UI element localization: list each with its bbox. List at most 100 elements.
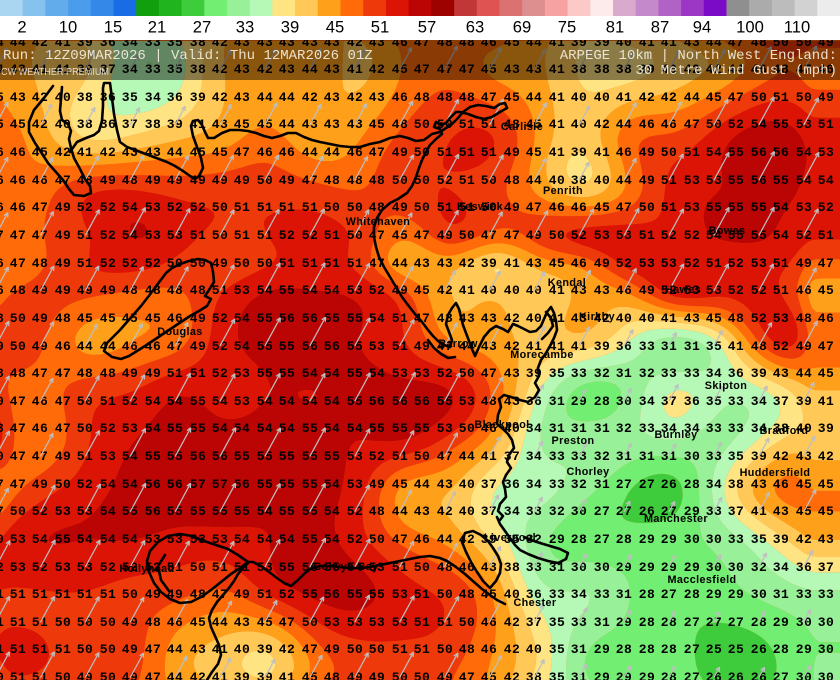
svg-text:27: 27 [728,615,745,630]
svg-text:54: 54 [100,504,117,519]
svg-text:41: 41 [279,670,296,680]
svg-text:31: 31 [594,477,611,492]
svg-text:33: 33 [526,560,543,575]
svg-text:49: 49 [32,477,49,492]
svg-text:55: 55 [302,421,319,436]
svg-text:56: 56 [302,339,319,354]
svg-text:49: 49 [122,670,139,680]
svg-text:49: 49 [100,283,117,298]
svg-text:55: 55 [347,394,364,409]
svg-text:54: 54 [279,394,296,409]
svg-text:53: 53 [10,532,27,547]
svg-text:47: 47 [32,200,49,215]
svg-text:42: 42 [504,642,521,657]
svg-text:48: 48 [324,670,341,680]
svg-text:50: 50 [392,173,409,188]
svg-text:54: 54 [302,366,319,381]
svg-text:49: 49 [55,200,72,215]
svg-text:47: 47 [414,228,431,243]
svg-text:42: 42 [347,90,364,105]
svg-text:Penrith: Penrith [543,185,583,197]
svg-text:33: 33 [818,587,835,602]
svg-text:54: 54 [324,394,341,409]
svg-text:54: 54 [32,532,49,547]
svg-text:55: 55 [190,421,207,436]
svg-text:27: 27 [594,532,611,547]
svg-text:35: 35 [706,339,723,354]
svg-text:47: 47 [10,421,27,436]
svg-text:53: 53 [100,449,117,464]
svg-text:50: 50 [639,200,656,215]
svg-text:42: 42 [796,532,813,547]
svg-text:41: 41 [616,90,633,105]
svg-text:34: 34 [526,449,543,464]
svg-text:45: 45 [818,283,835,298]
svg-text:47: 47 [55,366,72,381]
svg-text:46: 46 [10,200,27,215]
svg-text:52: 52 [571,228,588,243]
svg-text:45: 45 [0,117,4,132]
svg-text:49: 49 [639,173,656,188]
svg-text:40: 40 [481,283,498,298]
svg-text:42: 42 [818,449,835,464]
svg-text:55: 55 [257,366,274,381]
svg-text:36: 36 [684,394,701,409]
svg-text:47: 47 [55,394,72,409]
svg-text:45: 45 [145,311,162,326]
svg-text:55: 55 [347,366,364,381]
svg-text:44: 44 [167,642,184,657]
svg-text:33: 33 [594,587,611,602]
svg-text:41: 41 [481,449,498,464]
svg-text:29: 29 [616,670,633,680]
svg-text:47: 47 [10,449,27,464]
svg-text:54: 54 [324,366,341,381]
svg-text:43: 43 [773,504,790,519]
svg-text:52: 52 [212,339,229,354]
svg-text:31: 31 [639,449,656,464]
svg-text:37: 37 [661,394,678,409]
svg-text:56: 56 [392,394,409,409]
svg-text:55: 55 [728,200,745,215]
svg-text:32: 32 [639,366,656,381]
svg-text:51: 51 [32,615,49,630]
svg-text:53: 53 [414,366,431,381]
svg-text:44: 44 [279,117,296,132]
svg-text:46: 46 [167,615,184,630]
svg-text:ARPEGE 10km | North West Engla: ARPEGE 10km | North West England: [560,48,837,64]
svg-text:51: 51 [55,587,72,602]
svg-text:55: 55 [773,173,790,188]
svg-text:48: 48 [369,504,386,519]
svg-text:43: 43 [526,256,543,271]
svg-text:55: 55 [773,117,790,132]
svg-text:Bradford: Bradford [760,425,809,437]
svg-text:49: 49 [392,145,409,160]
svg-text:43: 43 [324,90,341,105]
svg-text:43: 43 [414,504,431,519]
svg-text:44: 44 [167,145,184,160]
svg-text:48: 48 [347,173,364,188]
svg-text:46: 46 [773,477,790,492]
svg-text:49: 49 [526,228,543,243]
svg-text:50: 50 [212,228,229,243]
svg-text:30 Metre Wind Gust (mph): 30 Metre Wind Gust (mph) [635,63,837,79]
svg-text:47: 47 [392,532,409,547]
svg-text:51: 51 [77,449,94,464]
svg-text:31: 31 [549,421,566,436]
svg-text:46: 46 [10,173,27,188]
svg-text:53: 53 [324,615,341,630]
svg-text:29: 29 [639,670,656,680]
svg-text:50: 50 [100,642,117,657]
svg-text:51: 51 [414,615,431,630]
svg-text:53: 53 [167,228,184,243]
svg-text:49: 49 [55,283,72,298]
svg-text:46: 46 [571,200,588,215]
svg-text:32: 32 [571,477,588,492]
svg-text:31: 31 [661,339,678,354]
svg-text:29: 29 [616,560,633,575]
svg-text:49: 49 [55,449,72,464]
svg-text:46: 46 [0,200,4,215]
svg-text:52: 52 [0,560,4,575]
svg-text:55: 55 [324,449,341,464]
svg-text:52: 52 [100,421,117,436]
svg-text:55: 55 [347,311,364,326]
